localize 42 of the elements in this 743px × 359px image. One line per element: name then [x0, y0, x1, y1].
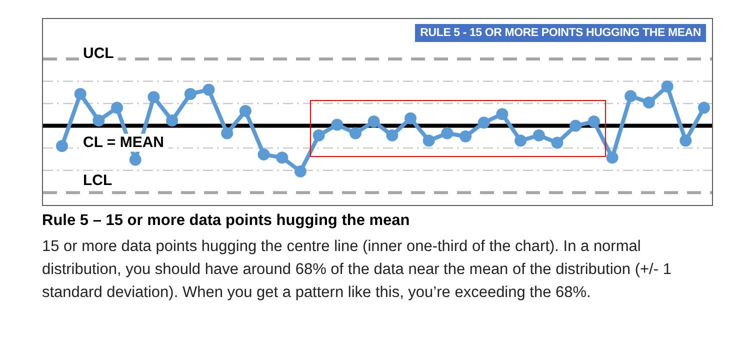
point [551, 136, 564, 149]
point [258, 148, 270, 160]
chart-title: RULE 5 - 15 OR MORE POINTS HUGGING THE MEAN [415, 24, 706, 42]
point [514, 134, 527, 147]
point [331, 118, 344, 131]
point [312, 129, 325, 142]
point [92, 114, 105, 126]
ref-line-label: CL = MEAN [83, 134, 164, 151]
point [368, 116, 380, 128]
point [129, 154, 142, 166]
text: Rule 5 – 15 or more data points hugging the mean [42, 212, 410, 230]
point [184, 88, 196, 100]
point [221, 127, 234, 140]
point [588, 116, 600, 128]
point [74, 88, 86, 100]
point [148, 91, 160, 104]
point [441, 127, 454, 140]
point [606, 152, 618, 164]
point [202, 84, 215, 96]
point [661, 80, 674, 93]
point [422, 134, 435, 147]
point [624, 90, 637, 102]
point [642, 96, 655, 108]
point [460, 130, 472, 142]
point [478, 116, 490, 129]
point [239, 104, 252, 117]
point [570, 120, 582, 132]
point [166, 114, 178, 126]
text: 15 or more data points hugging the centre line (inner one-third of the chart). In a normal distribution, you should have around 68% of the data near the mean of the distribution (+/- 1 standard deviation). When you get a pattern like this, you’re exceeding the 68%. [42, 237, 672, 303]
ref-line-label: UCL [83, 45, 114, 62]
point [276, 152, 288, 164]
point [496, 108, 508, 120]
point [386, 129, 398, 142]
point [532, 129, 545, 142]
point [111, 102, 124, 114]
point [349, 127, 362, 140]
point [56, 140, 68, 152]
ref-line-label: LCL [83, 172, 112, 189]
point [294, 165, 306, 178]
point [680, 134, 692, 147]
point [698, 102, 710, 114]
point [404, 112, 417, 124]
